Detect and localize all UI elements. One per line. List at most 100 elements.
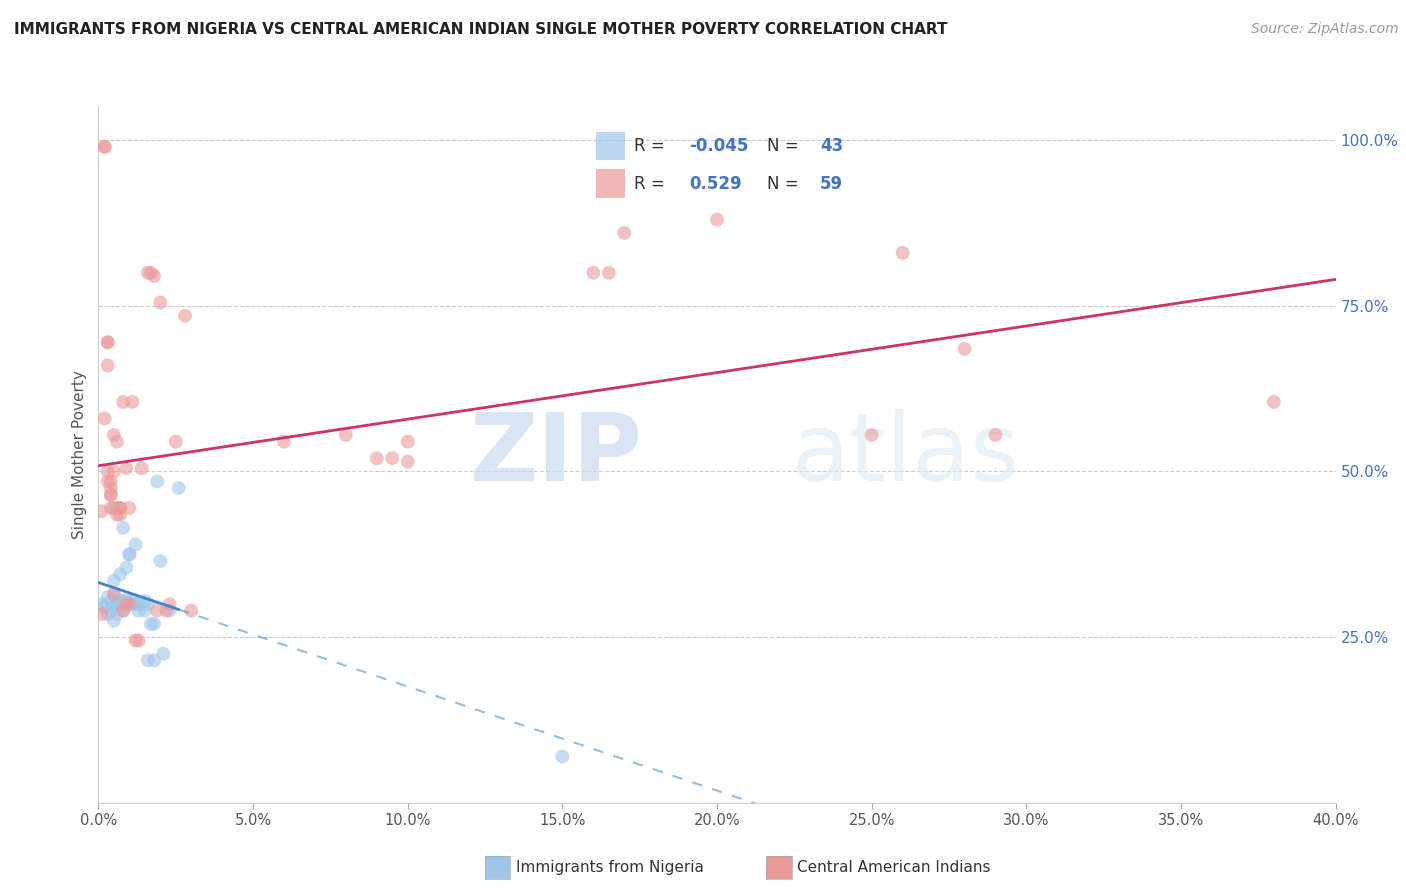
Point bbox=[121, 597, 143, 611]
Point bbox=[108, 597, 131, 611]
Point bbox=[366, 451, 388, 466]
Point bbox=[115, 560, 138, 574]
Point bbox=[149, 295, 172, 310]
Point bbox=[143, 616, 166, 631]
Point bbox=[103, 574, 125, 588]
Point bbox=[180, 604, 202, 618]
Point bbox=[108, 508, 131, 522]
Point bbox=[100, 481, 122, 495]
Point bbox=[118, 597, 141, 611]
Point bbox=[115, 461, 138, 475]
Point bbox=[97, 465, 120, 479]
Point bbox=[93, 140, 115, 154]
Point bbox=[97, 607, 120, 621]
Point bbox=[93, 411, 115, 425]
Text: atlas: atlas bbox=[792, 409, 1019, 501]
Point bbox=[159, 597, 181, 611]
Point bbox=[121, 395, 143, 409]
Point bbox=[108, 567, 131, 582]
Point bbox=[134, 593, 156, 607]
Point bbox=[93, 140, 115, 154]
Point bbox=[112, 604, 135, 618]
Point bbox=[90, 504, 112, 518]
Point bbox=[335, 428, 357, 442]
Point bbox=[115, 593, 138, 607]
Point bbox=[860, 428, 883, 442]
Point bbox=[582, 266, 605, 280]
Point bbox=[97, 591, 120, 605]
Point bbox=[124, 633, 146, 648]
Point bbox=[100, 593, 122, 607]
Point bbox=[128, 597, 150, 611]
Point bbox=[97, 335, 120, 350]
Point bbox=[105, 500, 128, 515]
Point bbox=[143, 653, 166, 667]
Point bbox=[115, 597, 138, 611]
Point bbox=[128, 633, 150, 648]
Text: Source: ZipAtlas.com: Source: ZipAtlas.com bbox=[1251, 22, 1399, 37]
Point bbox=[1263, 395, 1285, 409]
Point bbox=[124, 597, 146, 611]
Point bbox=[108, 500, 131, 515]
Point bbox=[97, 335, 120, 350]
Point bbox=[136, 266, 159, 280]
Point bbox=[108, 500, 131, 515]
Point bbox=[118, 547, 141, 561]
Point bbox=[105, 607, 128, 621]
Point bbox=[139, 266, 162, 280]
Text: IMMIGRANTS FROM NIGERIA VS CENTRAL AMERICAN INDIAN SINGLE MOTHER POVERTY CORRELA: IMMIGRANTS FROM NIGERIA VS CENTRAL AMERI… bbox=[14, 22, 948, 37]
Point bbox=[90, 597, 112, 611]
Point bbox=[273, 434, 295, 449]
Point bbox=[100, 475, 122, 489]
Point bbox=[97, 475, 120, 489]
Point bbox=[108, 593, 131, 607]
Point bbox=[167, 481, 190, 495]
Point bbox=[134, 604, 156, 618]
Point bbox=[115, 597, 138, 611]
Point bbox=[984, 428, 1007, 442]
Point bbox=[100, 488, 122, 502]
Point bbox=[103, 587, 125, 601]
Point bbox=[97, 359, 120, 373]
Text: ZIP: ZIP bbox=[470, 409, 643, 501]
Point bbox=[146, 475, 169, 489]
Point bbox=[155, 604, 177, 618]
Point bbox=[143, 268, 166, 283]
Y-axis label: Single Mother Poverty: Single Mother Poverty bbox=[72, 370, 87, 540]
Point bbox=[100, 500, 122, 515]
Point bbox=[891, 245, 914, 260]
Point bbox=[105, 597, 128, 611]
Point bbox=[613, 226, 636, 240]
Text: Immigrants from Nigeria: Immigrants from Nigeria bbox=[516, 861, 704, 875]
Point bbox=[121, 593, 143, 607]
Point bbox=[105, 508, 128, 522]
Point bbox=[103, 614, 125, 628]
Point bbox=[100, 604, 122, 618]
Point bbox=[128, 604, 150, 618]
Point bbox=[953, 342, 976, 356]
Point bbox=[103, 465, 125, 479]
Point bbox=[136, 597, 159, 611]
Point bbox=[100, 488, 122, 502]
Point bbox=[118, 500, 141, 515]
Point bbox=[174, 309, 197, 323]
Point bbox=[598, 266, 620, 280]
Point bbox=[93, 600, 115, 615]
Point bbox=[112, 395, 135, 409]
Point bbox=[136, 653, 159, 667]
Point bbox=[159, 604, 181, 618]
Point bbox=[103, 600, 125, 615]
Point bbox=[112, 593, 135, 607]
Text: Central American Indians: Central American Indians bbox=[797, 861, 991, 875]
Point bbox=[112, 521, 135, 535]
Point bbox=[124, 537, 146, 551]
Point bbox=[152, 647, 174, 661]
Point bbox=[139, 616, 162, 631]
Point bbox=[105, 434, 128, 449]
Point bbox=[146, 604, 169, 618]
Point bbox=[112, 604, 135, 618]
Point bbox=[396, 434, 419, 449]
Point bbox=[103, 500, 125, 515]
Point bbox=[149, 554, 172, 568]
Point bbox=[165, 434, 187, 449]
